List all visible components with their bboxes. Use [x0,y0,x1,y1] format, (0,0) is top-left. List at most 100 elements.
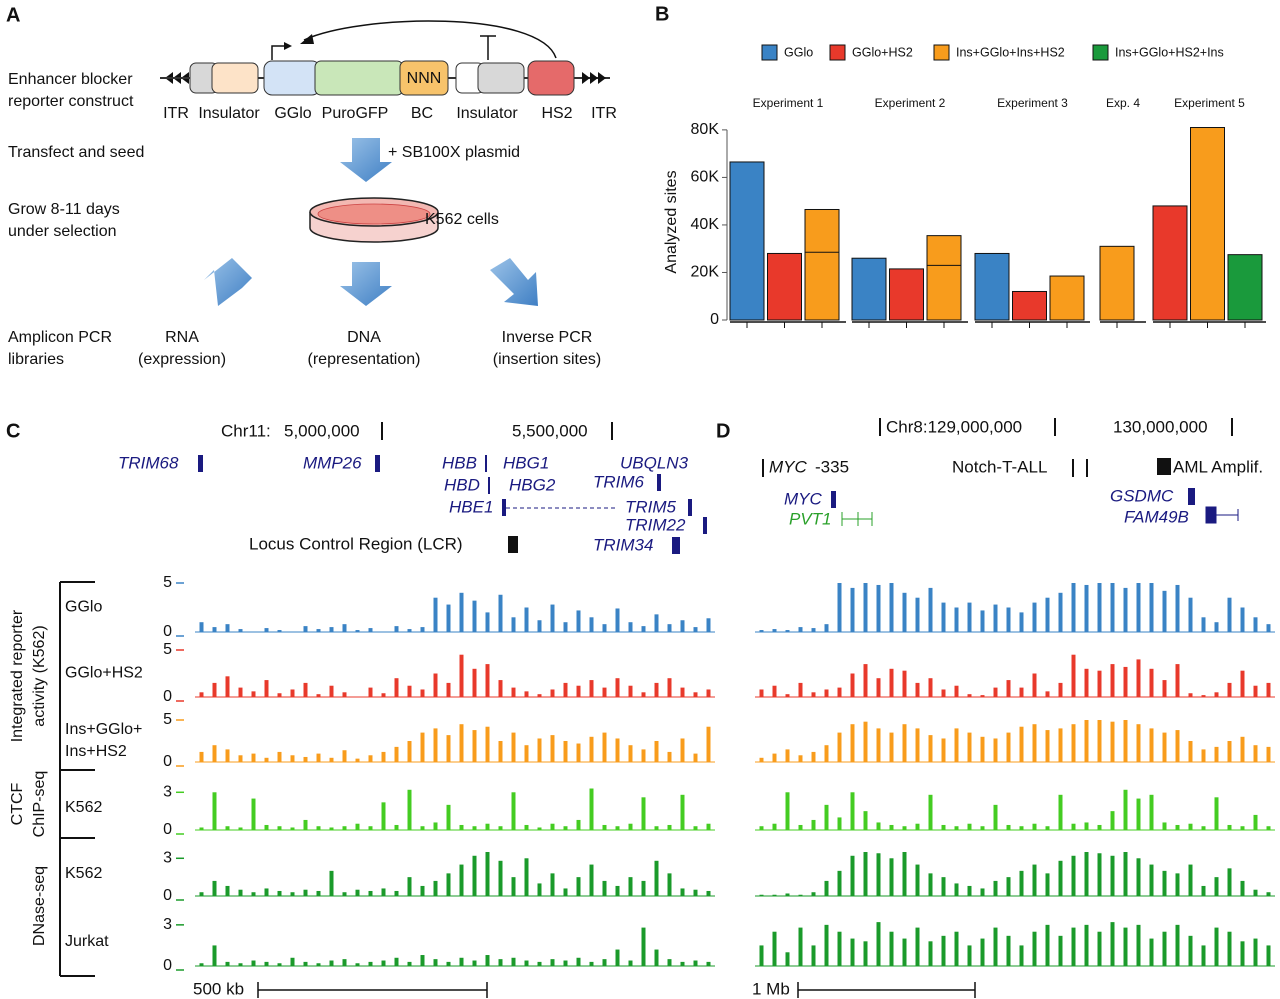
signal-bar [850,792,855,830]
signal-bar [472,600,477,632]
signal-bar [1006,607,1011,632]
signal-bar [355,823,360,830]
signal-bar [1019,687,1024,697]
signal-bar [654,826,659,830]
y-tick-label: 3 [163,850,172,867]
signal-bar [785,893,790,896]
signal-bar [1084,720,1089,762]
signal-bar [1201,617,1206,632]
bar [729,161,765,321]
signal-bar [550,959,555,966]
signal-bar [654,741,659,762]
signal-bar [550,604,555,632]
signal-bar [902,852,907,896]
signal-bar [1175,664,1180,697]
signal-bar [759,689,764,697]
signal-bar [1136,858,1141,896]
signal-bar [654,949,659,966]
gene-label: HBE1 [449,497,493,516]
signal-bar [199,622,204,632]
signal-bar [1045,924,1050,966]
bar [1227,254,1263,321]
signal-bar [928,941,933,966]
signal-bar [693,960,698,966]
barcode: NNN [407,70,442,87]
signal-bar [798,627,803,632]
signal-bar [199,827,204,830]
signal-bar [381,960,386,966]
signal-bar [1058,794,1063,830]
signal-bar [1188,597,1193,632]
signal-bar [264,757,269,762]
signal-bar [693,889,698,896]
signal-bar [1045,826,1050,830]
signal-bar [225,749,230,762]
signal-bar [290,755,295,762]
signal-bar [785,952,790,966]
signal-bar [1149,728,1154,762]
signal-bar [290,892,295,896]
signal-bar [472,668,477,697]
signal-bar [589,680,594,697]
signal-bar [785,792,790,830]
signal-bar [485,726,490,762]
signal-bar [290,689,295,697]
signal-bar [212,745,217,762]
signal-bar [238,963,243,966]
output-label: Inverse PCR [502,329,593,346]
signal-bar [238,755,243,762]
signal-bar [941,738,946,762]
signal-bar [303,756,308,762]
track-label: GGlo+HS2 [65,665,143,682]
arrow [490,258,538,306]
signal-bar [902,592,907,632]
signal-bar [407,961,412,966]
legend-swatch [933,44,950,61]
signal-bar [602,624,607,632]
signal-bar [1266,892,1271,896]
signal-bar [954,685,959,697]
signal-bar [641,880,646,896]
signal-bar [837,817,842,830]
annotation: AML Amplif. [1173,457,1263,476]
group-label: activity (K562) [31,625,48,726]
bar [1049,275,1085,321]
signal-bar [615,885,620,896]
signal-bar [316,826,321,830]
signal-bar [759,894,764,896]
signal-bar [368,961,373,966]
step-text: + SB100X plasmid [388,144,520,161]
bar [767,252,802,321]
annotation: Locus Control Region (LCR) [249,534,463,553]
signal-bar [1006,935,1011,966]
panel-a: A Enhancer blocker reporter construct NN… [6,4,617,368]
signal-bar [355,889,360,896]
signal-bar [915,864,920,896]
signal-bar [993,604,998,632]
y-axis-label: Analyzed sites [663,170,680,273]
signal-bar [680,794,685,830]
gene-label: TRIM6 [593,472,645,491]
signal-bar [811,751,816,762]
gene-label: HBG1 [503,453,549,472]
signal-bar [1006,680,1011,697]
signal-bar [576,685,581,697]
signal-bar [212,945,217,966]
signal-bar [1149,583,1154,632]
group-label: Experiment 3 [997,96,1068,110]
signal-bar [954,826,959,830]
signal-bar [667,751,672,762]
track-label: K562 [65,865,102,882]
signal-bar [277,890,282,896]
element-label: PuroGFP [322,105,389,122]
signal-bar [576,819,581,830]
signal-bar [537,827,542,830]
panel-d: D Chr8:129,000,000 130,000,000 MYC -335 … [716,417,1263,998]
signal-bar [1136,583,1141,632]
gene-label: GSDMC [1110,486,1174,505]
signal-bar [1149,938,1154,966]
signal-bar [850,724,855,762]
signal-bar [1071,654,1076,697]
signal-bar [1214,797,1219,830]
signal-bar [824,745,829,762]
